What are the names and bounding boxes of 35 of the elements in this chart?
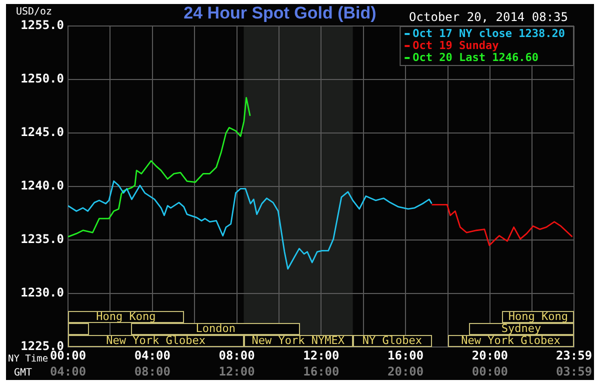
x-tick-label: 08:00 bbox=[218, 348, 255, 362]
y-tick-label: 1245.0 bbox=[20, 125, 64, 140]
y-tick-label: 1230.0 bbox=[20, 286, 64, 300]
x2-tick-label: 08:00 bbox=[134, 364, 170, 378]
session-box: New York Globex bbox=[448, 335, 574, 347]
legend-label: Oct 19 Sunday bbox=[412, 38, 500, 52]
session-box: New York NYMEX bbox=[244, 335, 353, 347]
y-tick-label: 1240.0 bbox=[20, 178, 64, 193]
session-box: New York Globex bbox=[68, 335, 244, 347]
x2-tick-label: 16:00 bbox=[303, 364, 340, 378]
x2-tick-label: 12:00 bbox=[218, 364, 255, 378]
chart-title: 24 Hour Spot Gold (Bid) bbox=[184, 4, 376, 23]
session-box: NY Globex bbox=[352, 335, 432, 347]
x-axis-title: NY Time bbox=[8, 353, 48, 364]
y-tick-label: 1235.0 bbox=[20, 232, 64, 246]
x2-tick-label: 03:59 bbox=[556, 364, 592, 378]
x2-tick-label: 04:00 bbox=[50, 364, 86, 378]
session-box: Sydney bbox=[468, 323, 574, 335]
x-tick-label: 23:59 bbox=[556, 348, 592, 362]
x2-tick-label: 20:00 bbox=[388, 364, 424, 378]
x2-axis-title: GMT bbox=[14, 368, 32, 379]
y-tick-label: 1255.0 bbox=[20, 18, 64, 32]
x-tick-label: 12:00 bbox=[303, 348, 340, 362]
x2-tick-label: 00:00 bbox=[472, 364, 508, 378]
x-tick-label: 20:00 bbox=[472, 348, 508, 362]
x-tick-label: 04:00 bbox=[134, 348, 170, 362]
y-tick-label: 1250.0 bbox=[20, 72, 64, 86]
chart-subtitle: October 20, 2014 08:35 bbox=[409, 10, 568, 24]
x-tick-label: 16:00 bbox=[388, 348, 424, 362]
session-box: Hong Kong bbox=[502, 311, 574, 323]
session-box: Hong Kong bbox=[68, 311, 184, 323]
y-axis-title: USD/oz bbox=[16, 6, 52, 18]
legend-label: Oct 20 Last 1246.60 bbox=[412, 50, 539, 64]
legend-label: Oct 17 NY close 1238.20 bbox=[412, 26, 566, 40]
session-box: London bbox=[131, 323, 300, 335]
